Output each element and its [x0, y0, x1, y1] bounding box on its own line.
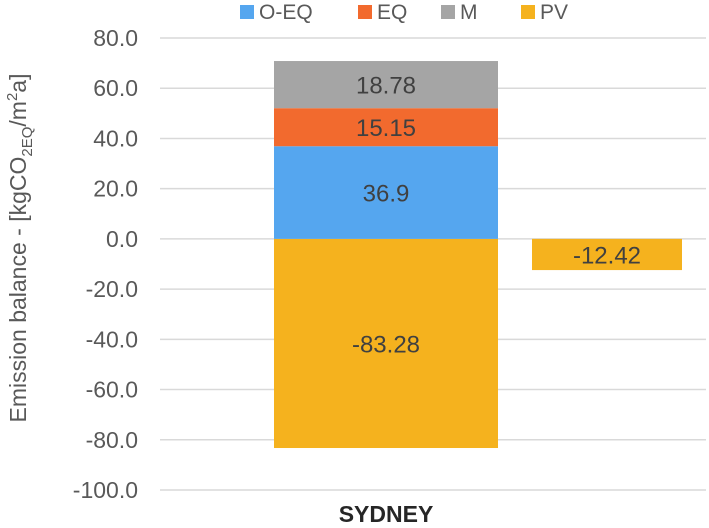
y-tick-label: 80.0	[93, 25, 138, 51]
bars	[274, 61, 682, 449]
y-tick-label: -80.0	[86, 427, 138, 453]
bar-segment-m	[274, 61, 498, 109]
y-tick-label: -100.0	[73, 477, 138, 503]
y-tick-label: -60.0	[86, 377, 138, 403]
legend-swatch-pv	[521, 5, 535, 19]
bar-segment-pv	[274, 238, 498, 449]
y-tick-label: -20.0	[86, 276, 138, 302]
category-label: SYDNEY	[339, 501, 434, 527]
data-labels: -83.28 36.9 15.15 18.78 -12.42	[352, 73, 641, 359]
y-tick-label: -40.0	[86, 326, 138, 352]
data-label-pv: -83.28	[352, 331, 420, 358]
net-bar	[532, 238, 682, 271]
data-label-net: -12.42	[573, 242, 641, 269]
legend-label-o-eq: O-EQ	[259, 1, 313, 24]
bar-segment-o-eq	[274, 146, 498, 239]
y-axis-ticks: 80.0 60.0 40.0 20.0 0.0 -20.0 -40.0 -60.0 -80.0 -…	[73, 25, 138, 503]
y-tick-label: 20.0	[93, 176, 138, 202]
data-label-o-eq: 36.9	[363, 181, 410, 208]
y-axis-label: Emission balance - [kgCO2EQ/m2a]	[4, 74, 36, 423]
data-label-eq: 15.15	[356, 115, 416, 142]
legend: O-EQ EQ M PV	[240, 1, 568, 24]
y-tick-label: 0.0	[106, 226, 138, 252]
legend-label-m: M	[460, 1, 478, 24]
legend-label-eq: EQ	[377, 1, 407, 24]
legend-swatch-o-eq	[240, 5, 254, 19]
legend-swatch-eq	[358, 5, 372, 19]
legend-label-pv: PV	[540, 1, 568, 24]
y-tick-label: 60.0	[93, 75, 138, 101]
data-label-m: 18.78	[356, 73, 416, 100]
legend-swatch-m	[441, 5, 455, 19]
y-tick-label: 40.0	[93, 125, 138, 151]
bar-segment-eq	[274, 108, 498, 147]
